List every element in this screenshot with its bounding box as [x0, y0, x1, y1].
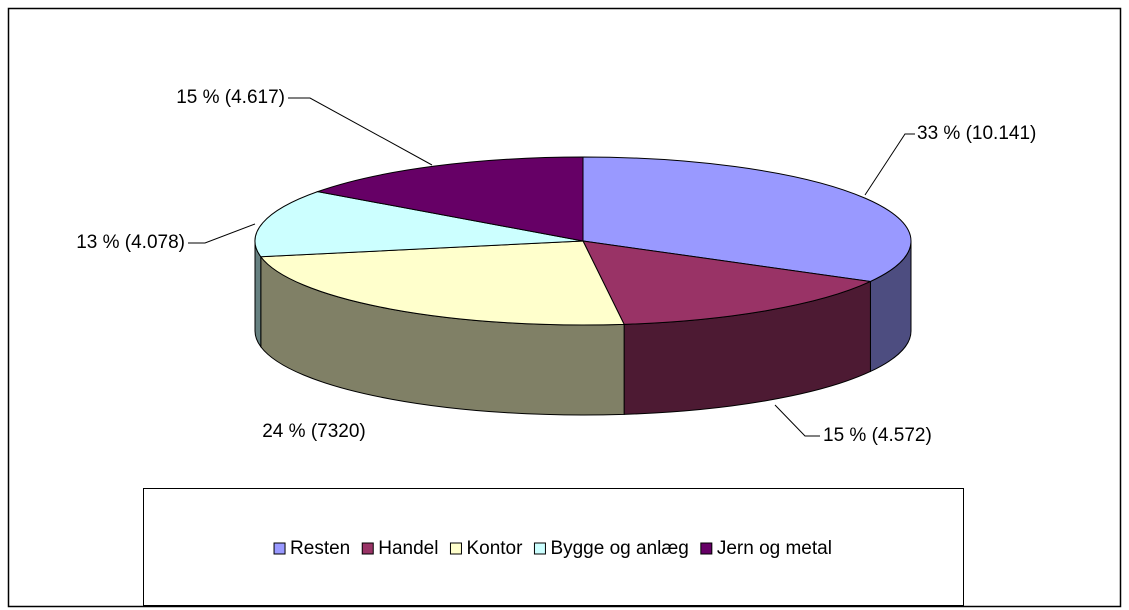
- data-label: 33 % (10.141): [917, 123, 1036, 144]
- legend-swatch: [273, 542, 286, 555]
- legend-label: Handel: [378, 538, 438, 559]
- slice: [259, 240, 625, 326]
- slice: [254, 191, 584, 258]
- slice: [582, 156, 912, 282]
- legend-label: Kontor: [466, 538, 523, 559]
- leader-line: [774, 404, 820, 437]
- leader-line: [188, 223, 256, 244]
- data-label: 15 % (4.572): [823, 425, 932, 446]
- legend-label: Resten: [290, 538, 350, 559]
- slice: [582, 240, 873, 325]
- data-label: 13 % (4.078): [76, 232, 185, 253]
- legend-label: Jern og metal: [717, 538, 832, 559]
- leader-line: [864, 133, 915, 196]
- slice: [315, 156, 584, 242]
- data-label: 24 % (7320): [262, 421, 366, 442]
- legend-swatch: [449, 542, 462, 555]
- slice-side: [254, 240, 262, 349]
- legend-swatch: [361, 542, 374, 555]
- legend-label: Bygge og anlæg: [550, 538, 688, 559]
- data-label: 15 % (4.617): [176, 87, 285, 108]
- legend-swatch: [533, 542, 546, 555]
- leader-line: [288, 97, 433, 166]
- legend-swatch: [700, 542, 713, 555]
